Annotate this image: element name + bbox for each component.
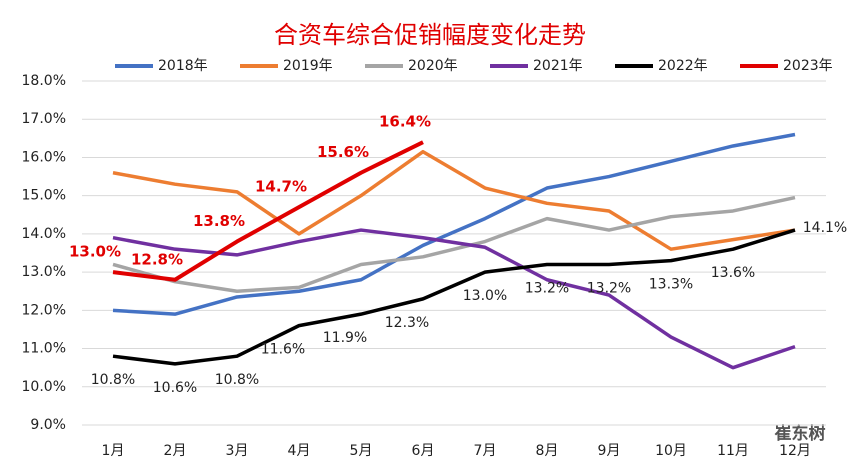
data-label: 13.3% xyxy=(649,277,693,293)
x-tick-label: 5月 xyxy=(350,443,373,459)
y-tick-label: 9.0% xyxy=(30,417,66,433)
data-label: 10.8% xyxy=(91,372,135,388)
x-tick-label: 1月 xyxy=(102,443,125,459)
y-tick-label: 18.0% xyxy=(22,73,66,89)
legend-label: 2019年 xyxy=(283,58,333,74)
x-tick-label: 2月 xyxy=(164,443,187,459)
x-tick-label: 8月 xyxy=(536,443,559,459)
y-tick-label: 10.0% xyxy=(22,379,66,395)
series-line xyxy=(112,195,796,293)
data-label: 13.8% xyxy=(193,212,245,230)
data-label: 13.6% xyxy=(711,265,755,281)
data-label: 11.9% xyxy=(323,330,367,346)
y-tick-label: 17.0% xyxy=(22,111,66,127)
watermark: 崔东树 xyxy=(774,423,826,444)
data-label: 13.0% xyxy=(463,288,507,304)
legend-label: 2021年 xyxy=(533,58,583,74)
data-label: 13.0% xyxy=(69,243,121,261)
series-line xyxy=(112,132,796,316)
legend-label: 2020年 xyxy=(408,58,458,74)
chart-title: 合资车综合促销幅度变化走势 xyxy=(274,21,586,49)
y-tick-label: 11.0% xyxy=(22,341,66,357)
x-tick-label: 4月 xyxy=(288,443,311,459)
series-line xyxy=(112,140,424,282)
x-tick-label: 12月 xyxy=(779,443,811,459)
y-tick-label: 14.0% xyxy=(22,226,66,242)
legend-label: 2023年 xyxy=(783,58,833,74)
x-tick-label: 3月 xyxy=(226,443,249,459)
legend-label: 2018年 xyxy=(158,58,208,74)
series-line xyxy=(112,228,796,370)
y-tick-label: 13.0% xyxy=(22,264,66,280)
x-tick-label: 11月 xyxy=(717,443,749,459)
x-tick-label: 10月 xyxy=(655,443,687,459)
data-label: 14.1% xyxy=(803,220,847,236)
series-line xyxy=(112,149,796,251)
x-tick-label: 7月 xyxy=(474,443,497,459)
series-line xyxy=(112,228,796,366)
data-label: 11.6% xyxy=(261,342,305,358)
data-label: 16.4% xyxy=(379,113,431,131)
data-label: 10.8% xyxy=(215,372,259,388)
x-tick-label: 6月 xyxy=(412,443,435,459)
data-label: 14.7% xyxy=(255,178,307,196)
x-tick-label: 9月 xyxy=(598,443,621,459)
data-label: 13.2% xyxy=(587,280,631,296)
y-tick-label: 12.0% xyxy=(22,302,66,318)
y-tick-label: 16.0% xyxy=(22,149,66,165)
data-label: 10.6% xyxy=(153,380,197,396)
y-tick-label: 15.0% xyxy=(22,188,66,204)
legend-label: 2022年 xyxy=(658,58,708,74)
data-label: 12.3% xyxy=(385,315,429,331)
data-label: 12.8% xyxy=(131,250,183,268)
data-label: 13.2% xyxy=(525,280,569,296)
data-label: 15.6% xyxy=(317,143,369,161)
